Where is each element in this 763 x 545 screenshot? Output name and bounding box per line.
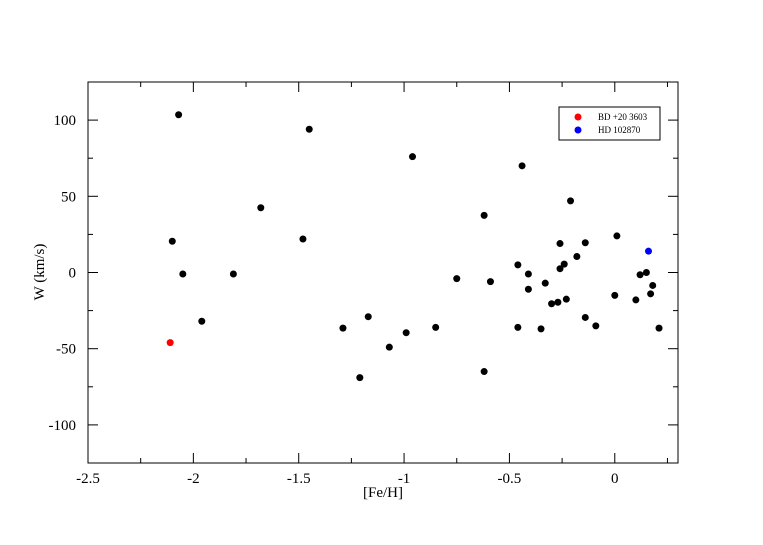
y-tick-label: 50 bbox=[61, 189, 76, 205]
data-point bbox=[179, 270, 187, 278]
data-point bbox=[556, 240, 564, 248]
data-point bbox=[514, 323, 522, 331]
x-tick-label: -1 bbox=[398, 471, 411, 487]
data-point bbox=[560, 260, 568, 268]
legend-label-bd-20-3603: BD +20 3603 bbox=[598, 112, 648, 122]
data-point bbox=[402, 329, 410, 337]
data-point bbox=[409, 153, 416, 161]
data-point bbox=[554, 298, 562, 306]
data-points bbox=[166, 111, 663, 382]
data-point bbox=[299, 235, 307, 243]
x-tick-label: -2 bbox=[187, 471, 200, 487]
data-point bbox=[636, 271, 644, 279]
data-point bbox=[655, 324, 663, 332]
y-tick-label: -100 bbox=[49, 418, 77, 434]
data-point bbox=[556, 265, 564, 273]
data-point bbox=[611, 291, 619, 299]
data-point bbox=[632, 296, 640, 304]
legend-marker-bd-20-3603 bbox=[574, 113, 582, 121]
data-point bbox=[168, 237, 176, 245]
data-point bbox=[518, 162, 526, 170]
data-point bbox=[647, 290, 655, 298]
data-point bbox=[548, 300, 556, 308]
data-point bbox=[198, 317, 206, 325]
highlight-point-hd-102870 bbox=[645, 247, 652, 255]
y-tick-label: -50 bbox=[56, 342, 76, 358]
data-point bbox=[581, 239, 589, 247]
x-tick-label: -0.5 bbox=[498, 471, 522, 487]
legend-box bbox=[558, 106, 661, 141]
y-tick-label: 0 bbox=[69, 266, 77, 282]
data-point bbox=[453, 275, 461, 283]
highlight-point-bd-20-3603 bbox=[166, 339, 174, 347]
y-axis-title: W (km/s) bbox=[32, 244, 48, 301]
data-point bbox=[642, 269, 650, 276]
data-point bbox=[480, 368, 488, 376]
y-tick-label: 100 bbox=[54, 113, 77, 129]
data-point bbox=[364, 313, 372, 321]
legend-label-hd-102870: HD 102870 bbox=[598, 125, 641, 135]
data-point bbox=[524, 285, 532, 293]
data-point bbox=[229, 270, 237, 278]
data-point bbox=[567, 197, 575, 205]
x-tick-label: 0 bbox=[611, 471, 619, 487]
data-point bbox=[573, 252, 581, 260]
data-point bbox=[613, 232, 621, 240]
data-point bbox=[581, 313, 589, 321]
data-point bbox=[432, 323, 440, 331]
x-tick-label: -1.5 bbox=[287, 471, 311, 487]
data-point bbox=[305, 125, 313, 133]
data-point bbox=[537, 325, 545, 333]
data-point bbox=[524, 270, 532, 278]
data-point bbox=[339, 324, 347, 332]
data-point bbox=[486, 278, 494, 286]
x-tick-label: -2.5 bbox=[76, 471, 100, 487]
data-point bbox=[541, 279, 549, 287]
legend-marker-hd-102870 bbox=[574, 126, 582, 134]
data-point bbox=[385, 343, 393, 351]
legend: BD +20 3603 HD 102870 bbox=[558, 106, 661, 141]
data-point bbox=[514, 261, 522, 269]
data-point bbox=[592, 322, 600, 330]
data-point bbox=[649, 281, 657, 289]
axis-tick-labels: -2.5 -2 -1.5 -1 -0.5 0 -100 -50 0 50 100 bbox=[49, 113, 619, 487]
data-point bbox=[356, 374, 364, 382]
data-point bbox=[562, 295, 570, 303]
axis-ticks bbox=[87, 81, 678, 464]
data-point bbox=[480, 211, 488, 219]
data-point bbox=[175, 111, 183, 119]
x-axis-title: [Fe/H] bbox=[363, 485, 403, 501]
data-point bbox=[257, 204, 265, 212]
